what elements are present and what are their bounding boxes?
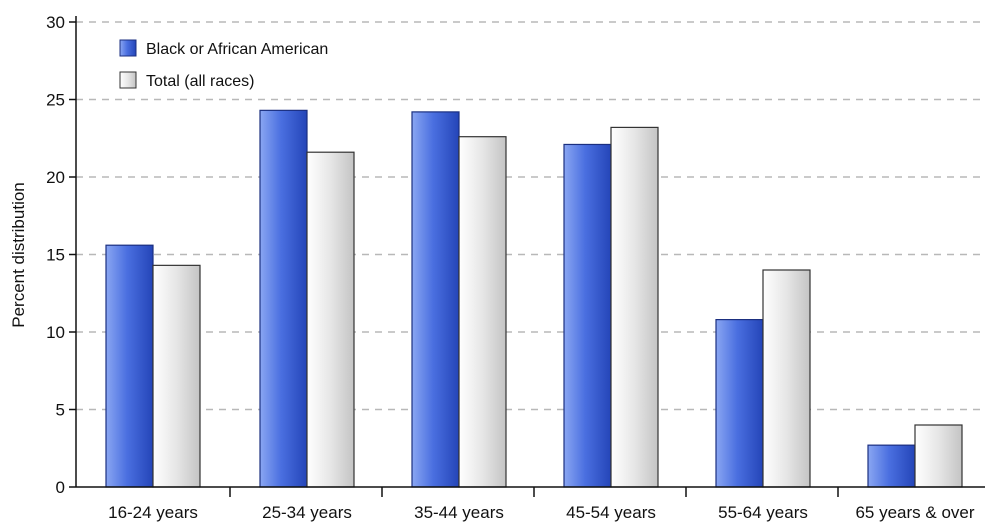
bar-black-or-african-american xyxy=(105,244,154,488)
x-tick-label: 35-44 years xyxy=(414,503,504,522)
legend-swatch xyxy=(119,39,137,57)
bar-black-or-african-american xyxy=(867,444,916,488)
bar-total-all-races xyxy=(306,151,355,488)
legend-label: Black or African American xyxy=(146,41,328,58)
bar-black-or-african-american xyxy=(563,143,612,488)
legend-label: Total (all races) xyxy=(146,73,254,90)
x-tick-label: 45-54 years xyxy=(566,503,656,522)
y-tick-label: 5 xyxy=(56,401,65,420)
bar-total-all-races xyxy=(914,424,963,488)
y-tick-label: 25 xyxy=(46,91,65,110)
y-tick-label: 0 xyxy=(56,478,65,497)
x-tick-label: 55-64 years xyxy=(718,503,808,522)
bar-total-all-races xyxy=(762,269,811,488)
bar-black-or-african-american xyxy=(411,111,460,488)
y-tick-label: 10 xyxy=(46,323,65,342)
x-tick-label: 16-24 years xyxy=(108,503,198,522)
bar-total-all-races xyxy=(610,126,659,488)
x-tick-label: 25-34 years xyxy=(262,503,352,522)
bar-black-or-african-american xyxy=(715,319,764,488)
y-tick-label: 15 xyxy=(46,246,65,265)
bars xyxy=(105,109,963,488)
x-axis-ticks: 16-24 years 25-34 years 35-44 years 45-54 y… xyxy=(108,487,975,522)
y-axis-title: Percent distribution xyxy=(9,182,28,328)
y-tick-label: 30 xyxy=(46,13,65,32)
bar-total-all-races xyxy=(458,136,507,488)
legend: Black or African American Total (all race… xyxy=(119,39,328,90)
bar-black-or-african-american xyxy=(259,109,308,488)
y-axis-ticks: 0 5 10 15 20 25 30 xyxy=(46,13,76,497)
axes xyxy=(75,16,985,488)
x-tick-label: 65 years & over xyxy=(855,503,974,522)
bar-total-all-races xyxy=(152,264,201,488)
y-tick-label: 20 xyxy=(46,168,65,187)
legend-swatch xyxy=(119,71,137,89)
grid-lines xyxy=(76,21,985,411)
